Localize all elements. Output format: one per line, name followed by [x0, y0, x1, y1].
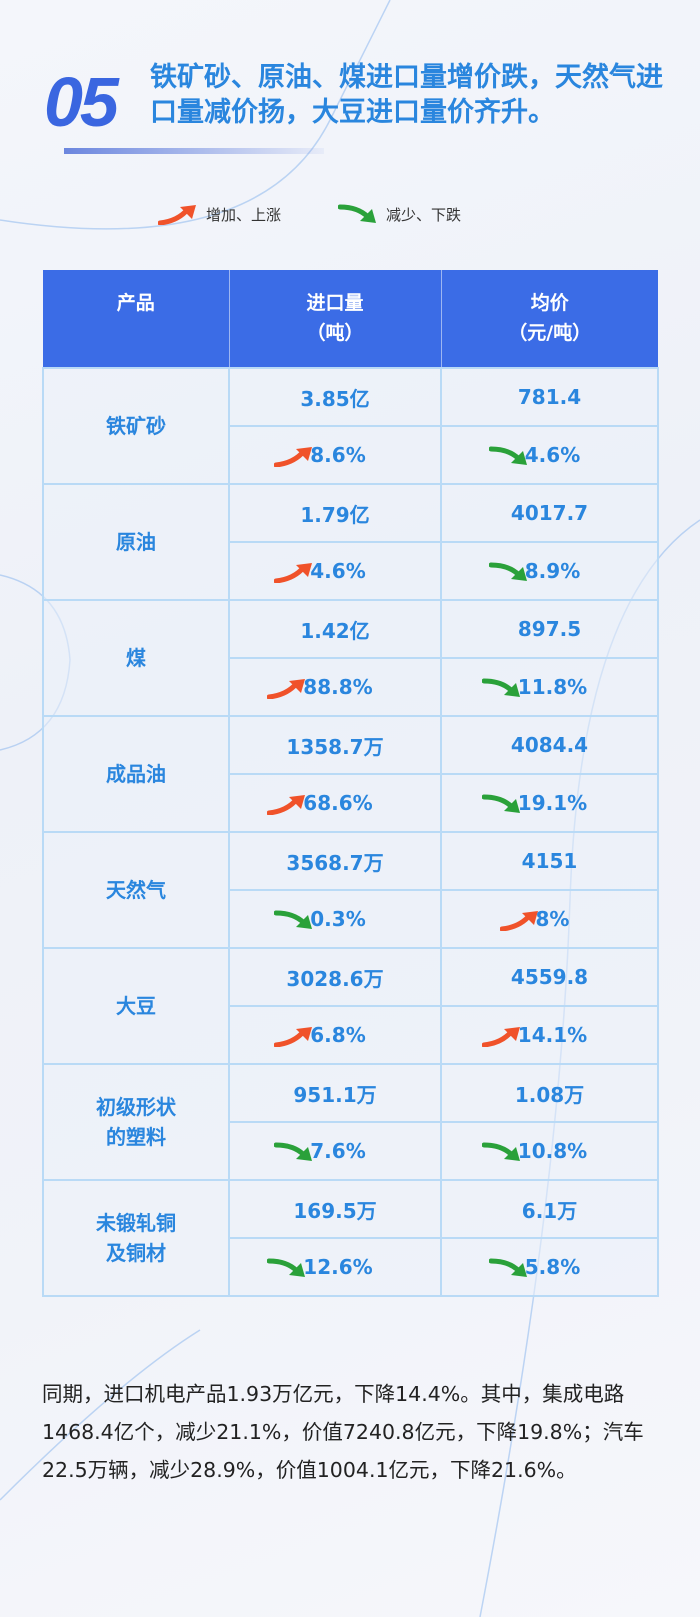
section-number: 05 [44, 63, 119, 141]
legend-up: 增加、上涨 [158, 203, 281, 225]
product-cell: 铁矿砂 [42, 367, 230, 485]
table-row-change: 6.8% 14.1% [43, 1005, 659, 1065]
price-cell: 1.08万 [440, 1063, 659, 1123]
product-cell: 大豆 [42, 947, 230, 1065]
arrow-up-icon [158, 205, 196, 225]
import-table: 产品 进口量 （吨） 均价 （元/吨） 铁矿砂 3.85亿 781.4 8.6% 4.… [42, 270, 659, 1297]
arrow-down-icon [267, 1258, 306, 1278]
price-cell: 4151 [440, 831, 659, 891]
price-change-cell: 4.6% [440, 425, 659, 485]
arrow-up-icon [267, 679, 306, 700]
table-row-change: 88.8% 11.8% [43, 657, 659, 717]
price-change-cell: 5.8% [440, 1237, 659, 1297]
table-header-row: 产品 进口量 （吨） 均价 （元/吨） [43, 270, 658, 368]
table-row: 煤 1.42亿 897.5 [42, 599, 659, 717]
product-cell: 原油 [42, 483, 230, 601]
page-title: 铁矿砂、原油、煤进口量增价跌，天然气进口量减价扬，大豆进口量价齐升。 [150, 62, 663, 128]
arrow-down-icon [481, 794, 520, 814]
price-change-cell: 8.9% [440, 541, 659, 601]
price-cell: 4017.7 [440, 483, 659, 543]
arrow-up-icon [274, 563, 313, 584]
volume-cell: 3.85亿 [228, 367, 442, 427]
arrow-up-icon [267, 795, 306, 816]
header-volume: 进口量 （吨） [229, 270, 442, 368]
arrow-down-icon [488, 446, 527, 466]
volume-change-cell: 88.8% [228, 657, 442, 717]
volume-cell: 1.42亿 [228, 599, 442, 659]
volume-change-cell: 68.6% [228, 773, 442, 833]
table-row: 原油 1.79亿 4017.7 [42, 483, 659, 601]
table-row-change: 0.3% 8% [43, 889, 659, 949]
volume-change-cell: 8.6% [228, 425, 442, 485]
price-change-cell: 10.8% [440, 1121, 659, 1181]
arrow-down-icon [338, 204, 376, 223]
arrow-down-icon [481, 678, 520, 698]
title-underline [64, 148, 324, 154]
product-cell: 天然气 [42, 831, 230, 949]
arrow-up-icon [274, 1027, 313, 1048]
table-row-change: 12.6% 5.8% [43, 1237, 659, 1297]
price-cell: 6.1万 [440, 1179, 659, 1239]
price-change-cell: 8% [440, 889, 659, 949]
price-change-cell: 11.8% [440, 657, 659, 717]
product-cell: 未锻轧铜 及铜材 [42, 1179, 230, 1297]
volume-cell: 169.5万 [228, 1179, 442, 1239]
price-cell: 4559.8 [440, 947, 659, 1007]
table-row-change: 68.6% 19.1% [43, 773, 659, 833]
summary-paragraph: 同期，进口机电产品1.93万亿元，下降14.4%。其中，集成电路1468.4亿个… [42, 1382, 644, 1482]
arrow-down-icon [488, 1258, 527, 1278]
price-change-cell: 14.1% [440, 1005, 659, 1065]
volume-change-cell: 7.6% [228, 1121, 442, 1181]
table-row-change: 7.6% 10.8% [43, 1121, 659, 1181]
legend-up-label: 增加、上涨 [206, 205, 282, 224]
arrow-up-icon [499, 911, 538, 932]
price-cell: 781.4 [440, 367, 659, 427]
volume-cell: 3568.7万 [228, 831, 442, 891]
product-cell: 初级形状 的塑料 [42, 1063, 230, 1181]
header-price: 均价 （元/吨） [441, 270, 658, 368]
table-row: 成品油 1358.7万 4084.4 [42, 715, 659, 833]
table-row: 天然气 3568.7万 4151 [42, 831, 659, 949]
legend-down: 减少、下跌 [338, 203, 461, 225]
table-row: 初级形状 的塑料 951.1万 1.08万 [42, 1063, 659, 1181]
arrow-down-icon [274, 910, 313, 930]
table-row: 大豆 3028.6万 4559.8 [42, 947, 659, 1065]
table-row: 铁矿砂 3.85亿 781.4 [42, 367, 659, 485]
table-row: 未锻轧铜 及铜材 169.5万 6.1万 [42, 1179, 659, 1297]
product-cell: 煤 [42, 599, 230, 717]
volume-cell: 3028.6万 [228, 947, 442, 1007]
price-cell: 4084.4 [440, 715, 659, 775]
legend-down-label: 减少、下跌 [386, 205, 462, 224]
table-row-change: 4.6% 8.9% [43, 541, 659, 601]
arrow-down-icon [274, 1142, 313, 1162]
volume-change-cell: 12.6% [228, 1237, 442, 1297]
arrow-up-icon [481, 1027, 520, 1048]
volume-change-cell: 6.8% [228, 1005, 442, 1065]
volume-change-cell: 0.3% [228, 889, 442, 949]
table-row-change: 8.6% 4.6% [43, 425, 659, 485]
price-change-cell: 19.1% [440, 773, 659, 833]
volume-cell: 1.79亿 [228, 483, 442, 543]
header-product: 产品 [43, 270, 230, 368]
arrow-down-icon [488, 562, 527, 582]
arrow-up-icon [274, 447, 313, 468]
price-cell: 897.5 [440, 599, 659, 659]
arrow-down-icon [481, 1142, 520, 1162]
volume-cell: 951.1万 [228, 1063, 442, 1123]
product-cell: 成品油 [42, 715, 230, 833]
volume-cell: 1358.7万 [228, 715, 442, 775]
volume-change-cell: 4.6% [228, 541, 442, 601]
